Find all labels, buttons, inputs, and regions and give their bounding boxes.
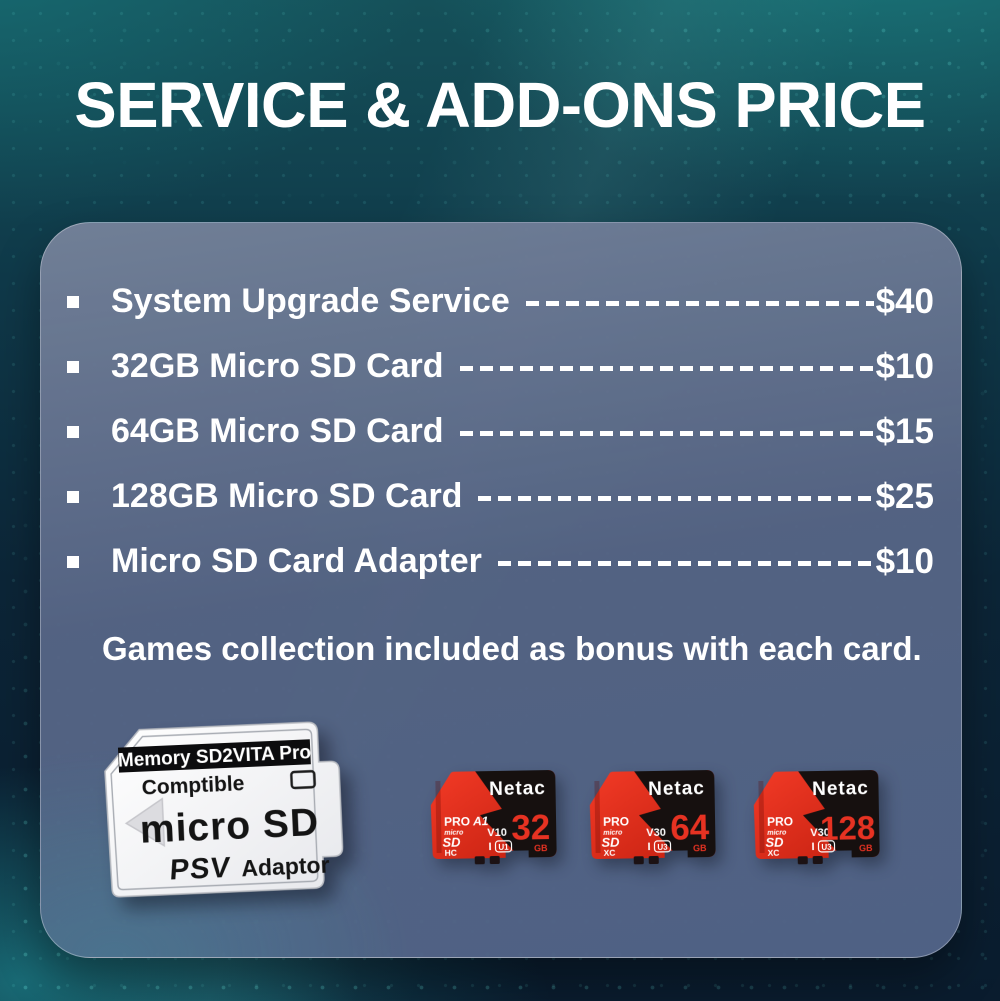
price-value: $10: [875, 346, 934, 386]
video-speed-label: V30: [646, 827, 666, 839]
adapter-header-bar: [117, 739, 311, 773]
capacity-label: 32: [511, 808, 551, 848]
bullet-icon: [67, 295, 79, 308]
microsd-logo-prefix: micro: [444, 830, 464, 837]
dash-leader: [459, 431, 874, 436]
microsd-logo-sd: SD: [765, 835, 784, 850]
insert-arrow-icon: [124, 797, 166, 848]
card-pin: [648, 855, 659, 865]
uhs-label: I: [647, 841, 650, 853]
price-value: $25: [875, 476, 934, 516]
video-speed-label: V30: [810, 827, 830, 839]
dash-leader: [459, 366, 874, 371]
dash-leader: [497, 561, 874, 566]
bullet-icon: [67, 490, 79, 503]
uhs-label: I: [488, 841, 491, 853]
page-title: SERVICE & ADD-ONS PRICE: [74, 69, 926, 141]
price-row: 128GB Micro SD Card $25: [67, 464, 934, 529]
dash-leader: [525, 301, 874, 306]
microsd-logo-suffix: HC: [445, 848, 457, 858]
capacity-unit: GB: [693, 843, 707, 853]
brand-logo: Netac: [648, 778, 705, 800]
bonus-note-text: Games collection included as bonus with …: [102, 630, 922, 667]
u-class-badge: [817, 840, 836, 853]
price-row: 64GB Micro SD Card $15: [67, 399, 934, 464]
price-row: System Upgrade Service $40: [67, 269, 934, 334]
tier-label: PRO: [603, 814, 629, 828]
netac-card-128gb-image: Netac PRO micro SD XC V30 I U3 128 GB: [751, 766, 885, 868]
microsd-logo-sd: SD: [442, 835, 461, 850]
adapter-microsd-text: micro SD: [139, 801, 320, 852]
capacity-unit: GB: [859, 843, 873, 853]
microsd-logo-suffix: XC: [768, 848, 780, 858]
netac-card-64gb-image: Netac PRO micro SD XC V30 I U3 64 GB: [587, 766, 721, 868]
card-black-bolt: [798, 770, 880, 858]
uhs-label: I: [811, 841, 814, 853]
psv-logo: PSV: [169, 852, 232, 887]
sd2vita-adapter-image: Memory SD2VITA Pro Comptible micro SD PS…: [95, 715, 357, 916]
service-label: Micro SD Card Adapter: [111, 542, 482, 580]
tier-label: PRO: [767, 814, 793, 828]
card-pin: [633, 856, 644, 865]
bullet-icon: [67, 555, 79, 568]
netac-card-32gb-image: Netac PRO A1 micro SD HC V10 I U1 32 GB: [428, 766, 562, 868]
u-class-label: U3: [657, 843, 668, 852]
microsd-logo-sd: SD: [601, 835, 620, 850]
u-class-label: U3: [821, 843, 832, 852]
dash-leader: [478, 496, 874, 501]
card-black-bolt: [475, 770, 557, 858]
price-row: 32GB Micro SD Card $10: [67, 334, 934, 399]
card-pin: [812, 855, 823, 865]
u-class-badge: [494, 840, 513, 853]
service-label: System Upgrade Service: [111, 282, 510, 320]
price-value: $40: [875, 281, 934, 321]
u-class-label: U1: [498, 843, 509, 852]
bullet-icon: [67, 425, 79, 438]
u-class-badge: [653, 840, 672, 853]
bonus-note-row: Games collection included as bonus with …: [89, 630, 922, 668]
price-value: $10: [875, 541, 934, 581]
sd-card-outline-icon: [290, 770, 316, 790]
capacity-unit: GB: [534, 843, 548, 853]
card-black-bolt: [634, 770, 716, 858]
service-label: 128GB Micro SD Card: [111, 477, 463, 515]
adapter-inner-outline: [110, 728, 319, 891]
card-pin: [489, 855, 500, 865]
microsd-logo-prefix: micro: [767, 830, 787, 837]
price-card-panel: System Upgrade Service $40 32GB Micro SD…: [40, 222, 962, 958]
adapter-compatible-text: Comptible: [141, 772, 245, 799]
price-list: System Upgrade Service $40 32GB Micro SD…: [67, 269, 934, 668]
price-value: $15: [875, 411, 934, 451]
tier-label: PRO: [444, 814, 470, 828]
video-speed-label: V10: [487, 827, 507, 839]
card-edge-shade: [594, 780, 601, 854]
microsd-logo-prefix: micro: [603, 830, 623, 837]
service-label: 64GB Micro SD Card: [111, 412, 444, 450]
brand-logo: Netac: [489, 778, 546, 800]
microsd-logo-suffix: XC: [604, 848, 616, 858]
brand-logo: Netac: [812, 778, 869, 800]
capacity-label: 64: [670, 808, 710, 848]
price-row: Micro SD Card Adapter $10: [67, 529, 934, 594]
service-label: 32GB Micro SD Card: [111, 347, 444, 385]
a-rating-label: A1: [472, 814, 489, 828]
card-edge-shade: [758, 780, 765, 854]
bullet-icon: [67, 360, 79, 373]
card-pin: [797, 856, 808, 865]
capacity-label: 128: [820, 809, 876, 847]
adapter-adaptor-text: Adaptor: [241, 852, 330, 882]
card-pin: [474, 856, 485, 865]
card-edge-shade: [435, 780, 442, 854]
